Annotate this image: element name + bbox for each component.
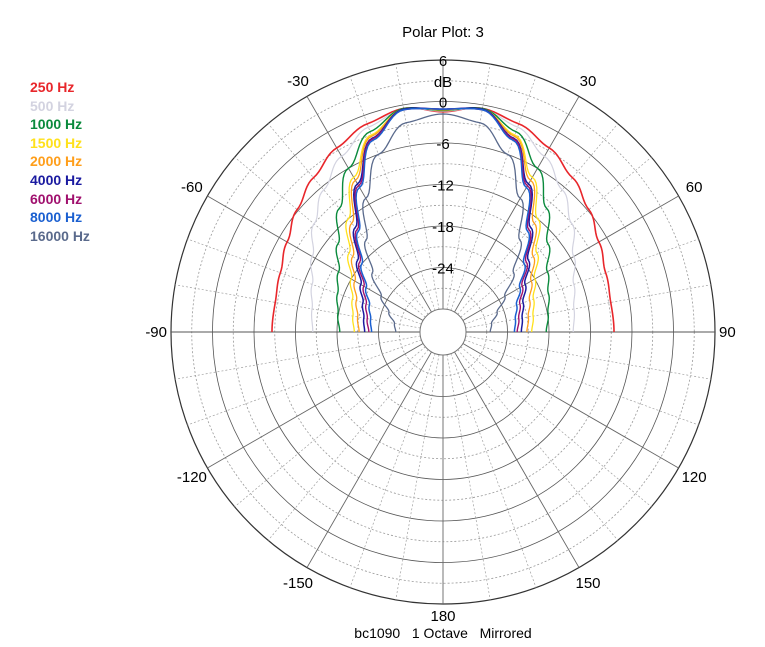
grid-spoke: [460, 156, 652, 318]
grid-spoke: [175, 335, 421, 380]
series-line: [271, 107, 615, 333]
series-layer: [271, 106, 615, 333]
angle-tick-label: 30: [580, 73, 597, 90]
grid-spoke: [187, 238, 422, 325]
legend-item: 4000 Hz: [30, 171, 83, 188]
grid-spoke: [395, 354, 440, 600]
radial-tick-label: 0: [439, 95, 447, 112]
radial-tick-label: -24: [432, 261, 454, 278]
legend: 250 Hz 500 Hz 1000 Hz 1500 Hz 2000 Hz 4000 Hz…: [30, 78, 90, 245]
grid-spoke: [460, 346, 652, 508]
grid-spoke: [234, 346, 426, 508]
grid-spoke: [462, 343, 679, 469]
grid-spoke: [450, 76, 537, 311]
polar-grid: [170, 59, 716, 605]
grid-spoke: [234, 156, 426, 318]
grid-spoke: [175, 284, 421, 329]
grid-spoke: [464, 238, 699, 325]
angle-tick-label: -120: [177, 469, 207, 486]
grid-spoke: [462, 195, 679, 321]
grid-spoke: [207, 343, 424, 469]
legend-item: 1000 Hz: [30, 116, 83, 133]
legend-item: 250 Hz: [30, 79, 75, 95]
angle-tick-label: 180: [430, 608, 455, 625]
grid-spoke: [454, 96, 580, 313]
angle-tick-label: -60: [181, 179, 203, 196]
grid-spoke: [465, 284, 711, 329]
grid-spoke: [349, 353, 436, 588]
angle-tick-label: 120: [682, 469, 707, 486]
grid-spoke: [207, 195, 424, 321]
grid-spoke: [457, 349, 619, 541]
legend-item: 500 Hz: [30, 97, 75, 114]
legend-item: 2000 Hz: [30, 153, 83, 170]
grid-spoke: [306, 96, 432, 313]
radial-tick-label: -12: [432, 178, 454, 195]
grid-spoke: [349, 76, 436, 311]
radial-tick-label: -18: [432, 219, 454, 236]
grid-spoke: [465, 335, 711, 380]
series-line: [355, 107, 531, 333]
angle-tick-label: 150: [575, 575, 600, 592]
grid-spoke: [306, 351, 432, 568]
radial-tick-label: -6: [436, 136, 449, 153]
series-line: [335, 106, 551, 333]
legend-item: 16000 Hz: [30, 227, 90, 244]
chart-footer: bc1090 1 Octave Mirrored: [354, 625, 531, 641]
grid-spoke: [464, 339, 699, 426]
angle-tick-label: -90: [145, 324, 167, 341]
series-line: [362, 113, 524, 333]
legend-item: 6000 Hz: [30, 190, 83, 207]
grid-spoke: [446, 64, 491, 310]
radial-tick-label: 6: [439, 53, 447, 70]
grid-spoke: [395, 64, 440, 310]
grid-spoke: [450, 353, 537, 588]
grid-spoke: [446, 354, 491, 600]
angle-tick-label: 90: [719, 324, 736, 341]
grid-spoke: [454, 351, 580, 568]
chart-title: Polar Plot: 3: [402, 24, 484, 41]
grid-spoke: [267, 349, 429, 541]
angle-tick-label: 60: [686, 179, 703, 196]
angle-tick-label: -150: [283, 575, 313, 592]
grid-spoke: [187, 339, 422, 426]
center-hole: [419, 308, 467, 356]
radial-unit-label: dB: [434, 74, 452, 91]
legend-item: 1500 Hz: [30, 134, 83, 151]
angle-tick-label: -30: [287, 73, 309, 90]
legend-item: 8000 Hz: [30, 209, 83, 226]
